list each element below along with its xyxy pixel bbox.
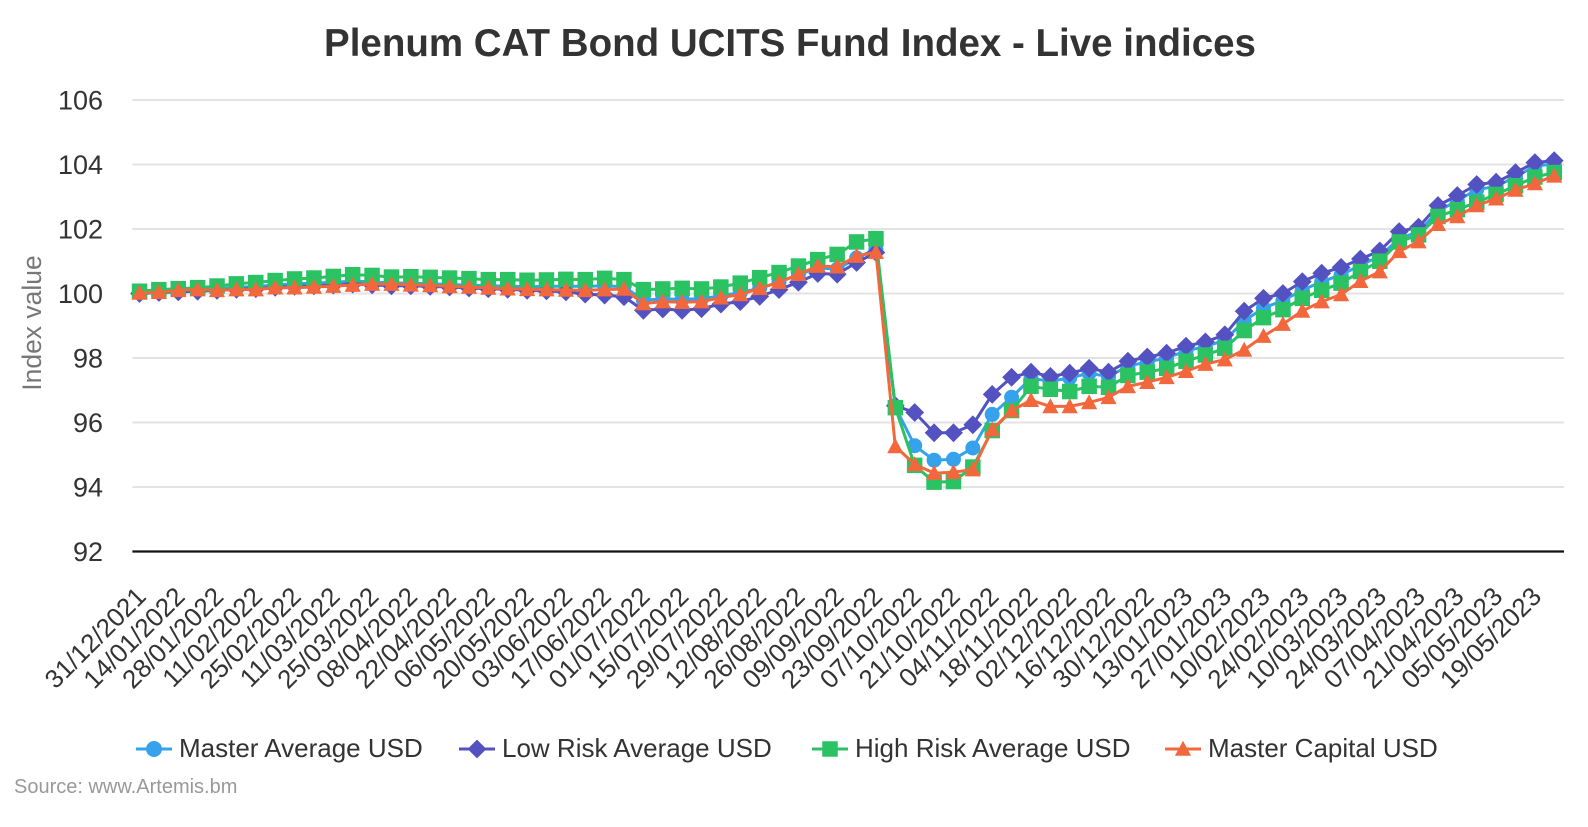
svg-text:Index value: Index value: [17, 255, 47, 391]
svg-text:104: 104: [58, 150, 103, 180]
svg-text:92: 92: [73, 537, 103, 567]
svg-text:100: 100: [58, 279, 103, 309]
svg-text:High Risk Average USD: High Risk Average USD: [855, 733, 1131, 763]
svg-text:98: 98: [73, 344, 103, 374]
svg-text:Master Capital USD: Master Capital USD: [1208, 733, 1438, 763]
svg-text:Source: www.Artemis.bm: Source: www.Artemis.bm: [14, 776, 237, 798]
svg-text:Low Risk Average USD: Low Risk Average USD: [502, 733, 772, 763]
svg-text:96: 96: [73, 408, 103, 438]
svg-text:106: 106: [58, 86, 103, 116]
svg-text:Master Average USD: Master Average USD: [179, 733, 423, 763]
svg-text:102: 102: [58, 215, 103, 245]
svg-text:94: 94: [73, 473, 103, 503]
svg-text:Plenum CAT Bond UCITS Fund Ind: Plenum CAT Bond UCITS Fund Index - Live …: [324, 22, 1256, 65]
